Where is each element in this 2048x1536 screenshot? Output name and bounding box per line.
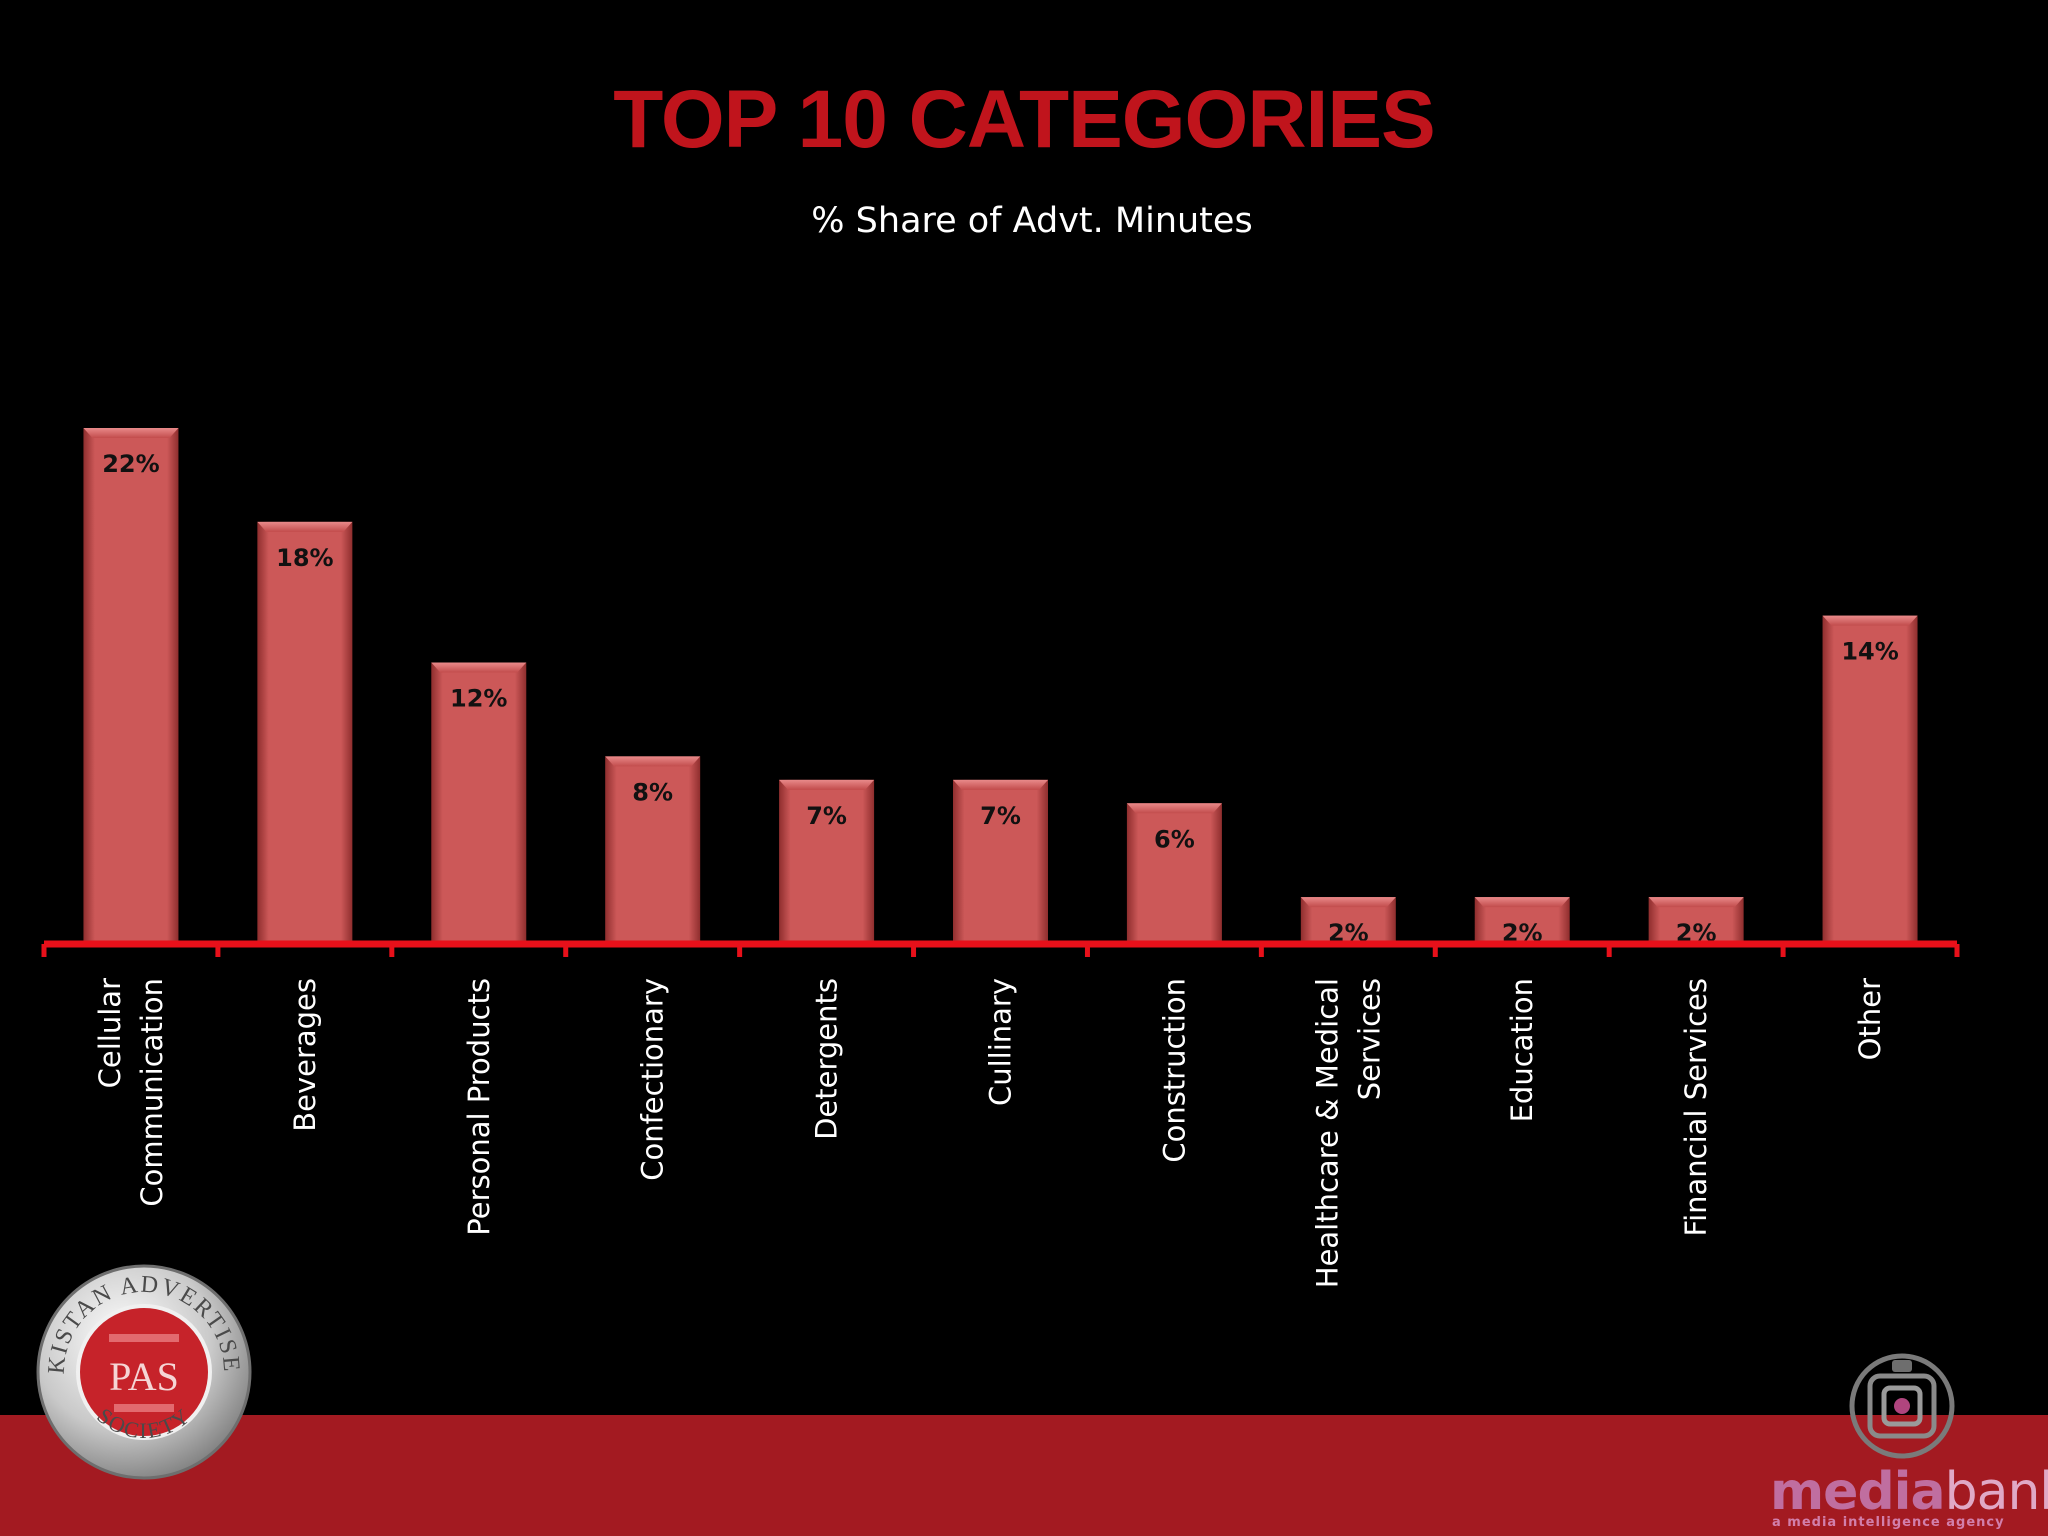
chart-subtitle: % Share of Advt. Minutes [811, 201, 1253, 241]
bar-bevel [1474, 897, 1570, 908]
category-label-line: Cullinary [984, 978, 1018, 1106]
bar-group: 2% [1474, 897, 1570, 947]
bar-bevel [953, 779, 1048, 790]
category-label-line: Beverages [288, 978, 322, 1132]
bar-bevel [1300, 897, 1396, 908]
chart-title: TOP 10 CATEGORIES [613, 74, 1435, 165]
bar-bevel [431, 662, 527, 673]
data-label: 7% [980, 802, 1021, 830]
category-label-line: Detergents [810, 978, 844, 1140]
category-label: Financial Services [1679, 978, 1713, 1237]
category-label-line: Other [1853, 978, 1887, 1060]
category-label: Cullinary [984, 978, 1018, 1106]
category-label: Beverages [288, 978, 322, 1132]
bar [83, 428, 179, 944]
category-label: Construction [1157, 978, 1191, 1163]
category-label-line: Financial Services [1679, 978, 1713, 1237]
category-label-line: Healthcare & Medical [1310, 978, 1344, 1288]
mediabank-tagline: a media intelligence agency [1772, 1515, 2005, 1530]
bar-chart: 22% 18% 12% 8% 7% 7% 6% 2% 2% 2% 14% Cellular Commu… [41, 428, 1960, 1288]
pas-center-text: PAS [109, 1354, 179, 1399]
data-label: 18% [276, 544, 333, 572]
category-label-line: Services [1352, 978, 1386, 1100]
bar-group: 2% [1648, 897, 1744, 947]
x-axis [41, 940, 1960, 957]
bar-group: 12% [431, 662, 527, 944]
bar [257, 521, 353, 944]
bar-bevel [83, 428, 179, 438]
bar-bevel [1822, 615, 1918, 626]
bar-group: 18% [257, 521, 353, 944]
category-label: Detergents [810, 978, 844, 1140]
category-label-line: Education [1505, 978, 1539, 1122]
mediabank-word-a: media [1770, 1462, 1946, 1522]
category-label: Confectionary [636, 978, 670, 1181]
pas-seal-logo: PAKISTAN ADVERTISERS SOCIETY PAS [34, 1262, 252, 1480]
category-label-line: Cellular [93, 978, 127, 1088]
bar-group: 6% [1126, 803, 1222, 944]
data-label: 12% [450, 685, 507, 713]
bar-bevel [779, 779, 875, 790]
footer-band [0, 1415, 2048, 1536]
bar [953, 779, 1048, 944]
category-label: Personal Products [462, 978, 496, 1236]
bar-group: 8% [605, 756, 701, 944]
bar-bevel [1126, 803, 1222, 814]
bar-bevel [1648, 897, 1744, 908]
mediabank-icon [1849, 1353, 1955, 1459]
bar-series: 22% 18% 12% 8% 7% 7% 6% 2% 2% 2% 14% [83, 428, 1918, 947]
category-label-line: Personal Products [462, 978, 496, 1236]
data-label: 6% [1154, 825, 1195, 853]
bar-group: 14% [1822, 615, 1918, 944]
bar-group: 7% [779, 779, 875, 944]
bar-bevel [605, 756, 701, 767]
bar [1822, 615, 1918, 944]
bar [431, 662, 527, 944]
category-label: Education [1505, 978, 1539, 1122]
category-label: Healthcare & Medical Services [1310, 978, 1386, 1288]
category-label-line: Construction [1157, 978, 1191, 1163]
bar [605, 756, 701, 944]
bar [1126, 803, 1222, 944]
bar-group: 7% [953, 779, 1048, 944]
category-label: Cellular Communication [93, 978, 169, 1207]
data-label: 22% [102, 450, 159, 478]
x-axis-labels: Cellular Communication Beverages Personal P… [93, 978, 1887, 1288]
bar-group: 22% [83, 428, 179, 944]
data-label: 14% [1841, 638, 1898, 666]
data-label: 8% [632, 778, 673, 806]
mediabank-wordmark: mediabank [1770, 1462, 2048, 1522]
bar-group: 2% [1300, 897, 1396, 947]
bar-bevel [257, 521, 353, 532]
category-label: Other [1853, 978, 1887, 1060]
category-label-line: Confectionary [636, 978, 670, 1181]
category-label-line: Communication [135, 978, 169, 1207]
mediabank-word-b: bank [1944, 1462, 2048, 1522]
bar [779, 779, 875, 944]
data-label: 7% [806, 802, 847, 830]
